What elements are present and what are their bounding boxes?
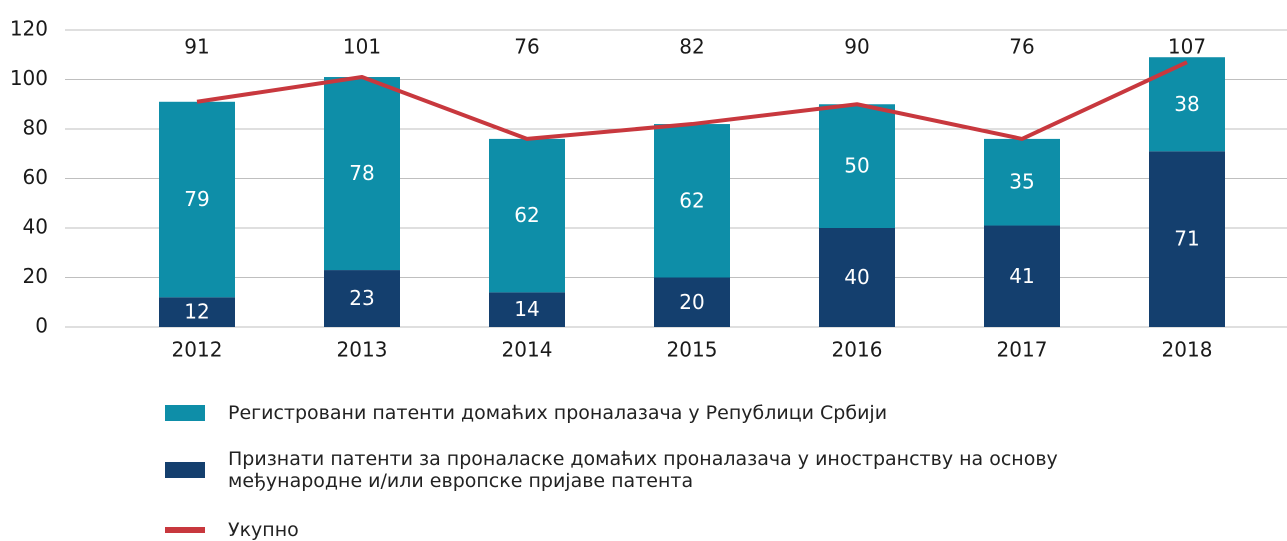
- x-tick-label: 2016: [832, 338, 883, 362]
- y-tick-label: 80: [23, 116, 48, 140]
- x-tick-label: 2018: [1162, 338, 1213, 362]
- legend-swatch: [165, 405, 205, 421]
- bar-segment: [159, 101, 235, 298]
- bar-segment: [984, 225, 1060, 327]
- legend-label: Регистровани патенти домаћих проналазача…: [228, 402, 888, 424]
- bar-segment: [489, 138, 565, 293]
- x-tick-label: 2017: [997, 338, 1048, 362]
- value-label: 38: [1174, 92, 1199, 116]
- legend-label: Признати патенти за проналаске домаћих п…: [228, 448, 1058, 492]
- bar-segment: [984, 138, 1060, 226]
- total-label: 107: [1168, 35, 1206, 59]
- legend-item: Регистровани патенти домаћих проналазача…: [165, 402, 1178, 424]
- value-label: 71: [1174, 227, 1199, 251]
- value-label: 35: [1009, 170, 1034, 194]
- total-label: 82: [679, 35, 704, 59]
- bar-segment: [819, 104, 895, 228]
- bar-segment: [489, 292, 565, 327]
- value-label: 78: [349, 161, 374, 185]
- value-label: 20: [679, 290, 704, 314]
- bar-segment: [324, 270, 400, 327]
- y-tick-label: 100: [10, 66, 48, 90]
- legend-label: Укупно: [228, 519, 299, 541]
- value-label: 14: [514, 297, 539, 321]
- bar-segment: [324, 77, 400, 271]
- total-label: 90: [844, 35, 869, 59]
- y-tick-label: 20: [23, 264, 48, 288]
- bar-segment: [654, 277, 730, 327]
- x-tick-label: 2015: [667, 338, 718, 362]
- y-tick-label: 0: [35, 314, 48, 338]
- bar-segment: [159, 297, 235, 327]
- total-label: 101: [343, 35, 381, 59]
- total-line: [196, 60, 1188, 141]
- legend-swatch: [165, 462, 205, 478]
- value-label: 62: [679, 188, 704, 212]
- total-label: 76: [1009, 35, 1034, 59]
- legend-item: Укупно: [165, 519, 1178, 541]
- x-tick-label: 2014: [502, 338, 553, 362]
- value-label: 12: [184, 300, 209, 324]
- value-label: 79: [184, 187, 209, 211]
- value-label: 41: [1009, 264, 1034, 288]
- y-tick-label: 120: [10, 17, 48, 41]
- y-tick-label: 40: [23, 215, 48, 239]
- value-label: 50: [844, 154, 869, 178]
- value-label: 40: [844, 265, 869, 289]
- value-label: 23: [349, 286, 374, 310]
- bar-segment: [819, 228, 895, 327]
- total-label: 91: [184, 35, 209, 59]
- y-tick-label: 60: [23, 165, 48, 189]
- bar-segment: [654, 124, 730, 278]
- total-label: 76: [514, 35, 539, 59]
- legend-swatch: [165, 527, 205, 533]
- x-tick-label: 2013: [337, 338, 388, 362]
- bar-segment: [1149, 151, 1225, 327]
- value-label: 62: [514, 203, 539, 227]
- x-tick-label: 2012: [172, 338, 223, 362]
- legend-item: Признати патенти за проналаске домаћих п…: [165, 448, 1178, 492]
